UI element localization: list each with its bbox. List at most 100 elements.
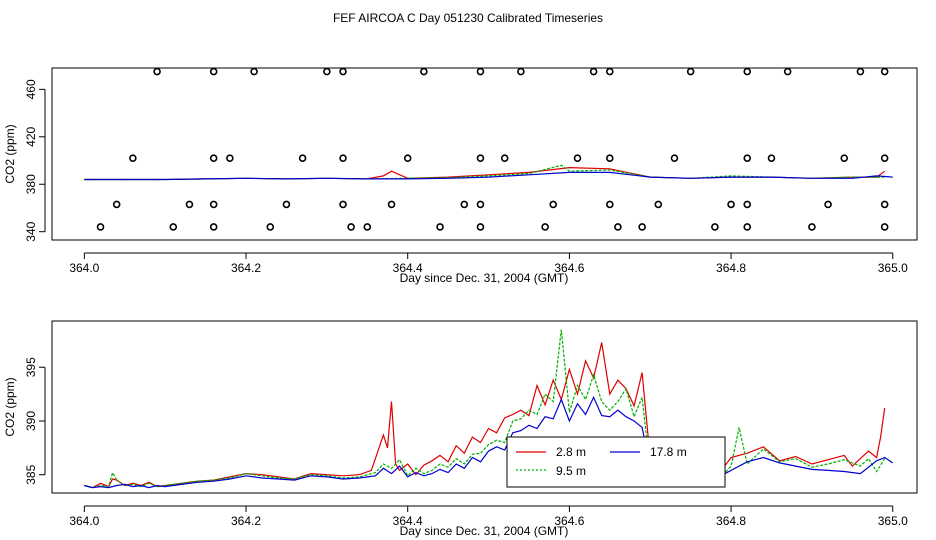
flag-point [266,223,275,231]
flag-point [209,200,218,209]
flag-point [711,223,719,231]
flag-point [282,200,291,209]
flag-point [129,154,137,162]
flag-point [500,154,509,162]
y-tick-label: 395 [24,357,38,377]
flag-point [403,154,412,162]
panel-top-xlabel: Day since Dec. 31, 2004 (GMT) [400,271,569,285]
panel-top-flags [96,67,889,231]
flag-point [880,200,889,209]
flag-point [654,200,663,209]
flag-point [169,223,178,231]
flag-point [476,154,485,162]
x-tick-label: 364.2 [231,261,261,275]
series-line-17-8-m [84,395,894,489]
flag-point [549,200,558,209]
flag-point [226,154,234,162]
y-tick-label: 340 [24,221,38,241]
figure-title: FEF AIRCOA C Day 051230 Calibrated Times… [333,11,603,25]
x-tick-label: 364.6 [554,514,584,528]
panel-top-frame [51,67,918,241]
flag-point [476,67,485,76]
legend-label-9-5m: 9.5 m [556,464,586,478]
series-line-2 [84,171,893,181]
panel-top: 364.0 364.2 364.4 364.6 364.8 365.0 340 380 420… [3,67,918,285]
legend-label-17-8m: 17.8 m [650,445,687,459]
flag-point [96,223,105,231]
flag-point [541,223,549,231]
flag-point [387,200,396,209]
y-tick-label: 420 [24,126,38,146]
series-line-9-5-m [84,329,886,489]
flag-point [614,223,622,231]
flag-point [339,154,347,162]
legend: 2.8 m 9.5 m 17.8 m [506,436,726,488]
flag-point [783,67,792,76]
flag-point [347,223,355,231]
panel-bottom-xaxis: 364.0 364.2 364.4 364.6 364.8 365.0 [69,505,908,528]
flag-point [880,154,889,162]
flag-point [743,154,752,162]
flag-point [743,67,752,76]
x-tick-label: 365.0 [878,261,908,275]
flag-point [363,223,372,231]
flag-point [589,67,598,76]
flag-point [767,154,776,162]
flag-point [808,223,816,231]
legend-label-2-8m: 2.8 m [556,445,586,459]
flag-point [606,67,614,76]
flag-point [476,200,485,209]
panel-top-series [84,164,893,181]
flag-point [606,154,614,162]
y-tick-label: 385 [24,464,38,484]
flag-point [250,67,258,76]
x-tick-label: 364.0 [69,261,99,275]
flag-point [153,67,161,76]
flag-point [323,67,331,76]
flag-point [517,67,525,76]
flag-point [209,223,218,231]
x-tick-label: 364.6 [554,261,584,275]
flag-point [840,154,849,162]
flag-point [185,200,194,209]
y-tick-label: 460 [24,79,38,99]
y-tick-label: 390 [24,411,38,431]
flag-point [638,223,646,231]
flag-point [339,200,347,209]
flag-point [209,67,218,76]
x-tick-label: 364.0 [69,514,99,528]
panel-bottom-xlabel: Day since Dec. 31, 2004 (GMT) [400,524,569,538]
panel-top-yaxis: 340 380 420 460 [24,79,46,242]
flag-point [209,154,218,162]
x-tick-label: 364.8 [716,514,746,528]
x-tick-label: 364.4 [393,514,423,528]
panel-bottom-frame [51,320,918,494]
flag-point [420,67,428,76]
x-tick-label: 365.0 [878,514,908,528]
flag-point [112,200,121,209]
flag-point [727,200,735,209]
flag-point [743,223,752,231]
panel-bottom-yaxis: 385 390 395 [24,357,46,485]
flag-point [880,223,889,231]
x-tick-label: 364.2 [231,514,261,528]
flag-point [824,200,832,209]
flag-point [743,200,752,209]
x-tick-label: 364.4 [393,261,423,275]
series-line-2-8-m [84,342,886,489]
flag-point [880,67,889,76]
panel-top-ylabel: CO2 (ppm) [3,124,17,183]
panel-top-xaxis: 364.0 364.2 364.4 364.6 364.8 365.0 [69,252,908,275]
flag-point [436,223,444,231]
flag-point [298,154,307,162]
flag-point [460,200,469,209]
flag-point [670,154,679,162]
flag-point [856,67,865,76]
y-tick-label: 380 [24,174,38,194]
flag-point [476,223,485,231]
flag-point [686,67,695,76]
panel-bottom-ylabel: CO2 (ppm) [3,377,17,436]
flag-point [573,154,582,162]
flag-point [606,200,614,209]
